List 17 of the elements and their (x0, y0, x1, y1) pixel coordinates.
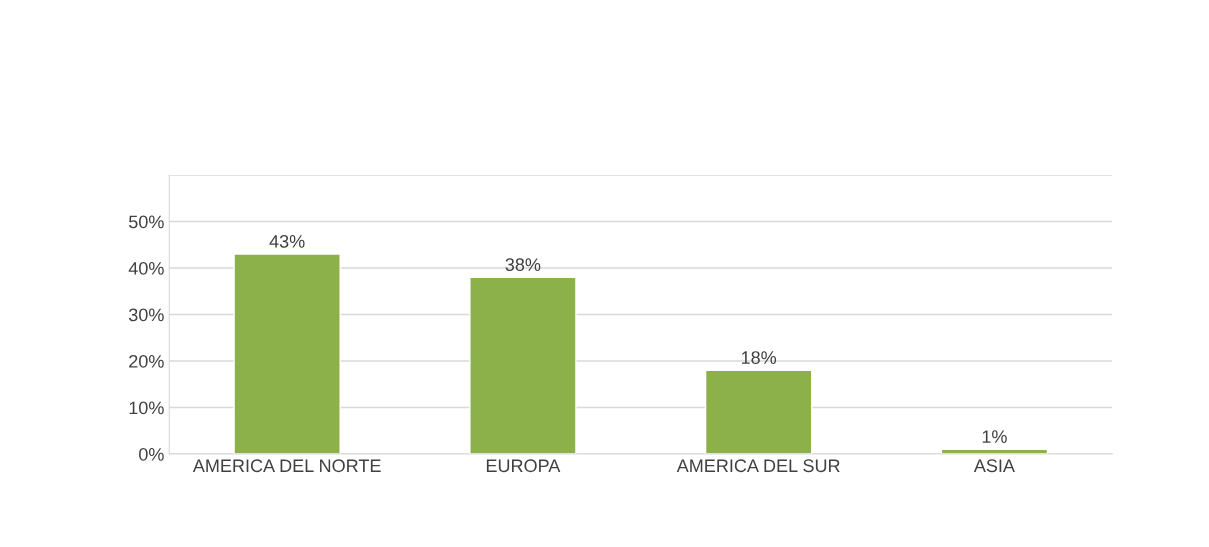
bar (469, 276, 577, 455)
data-label: 38% (505, 258, 541, 271)
y-tick-label: 40% (128, 261, 164, 275)
x-tick-label: AMERICA DEL NORTE (192, 459, 381, 473)
y-tick-label: 0% (139, 447, 164, 461)
bar (704, 369, 813, 455)
x-tick-label: AMERICA DEL SUR (676, 459, 840, 473)
y-tick-label: 20% (129, 354, 164, 368)
data-label: 1% (982, 430, 1007, 443)
y-tick-label: 30% (128, 308, 164, 322)
data-label: 18% (741, 351, 777, 364)
x-tick-label: ASIA (973, 459, 1015, 473)
x-tick-label: EUROPA (486, 459, 561, 473)
y-tick-label: 50% (128, 215, 164, 229)
bar (233, 253, 341, 455)
data-label: 43% (269, 234, 305, 248)
y-tick-label: 10% (129, 401, 164, 415)
